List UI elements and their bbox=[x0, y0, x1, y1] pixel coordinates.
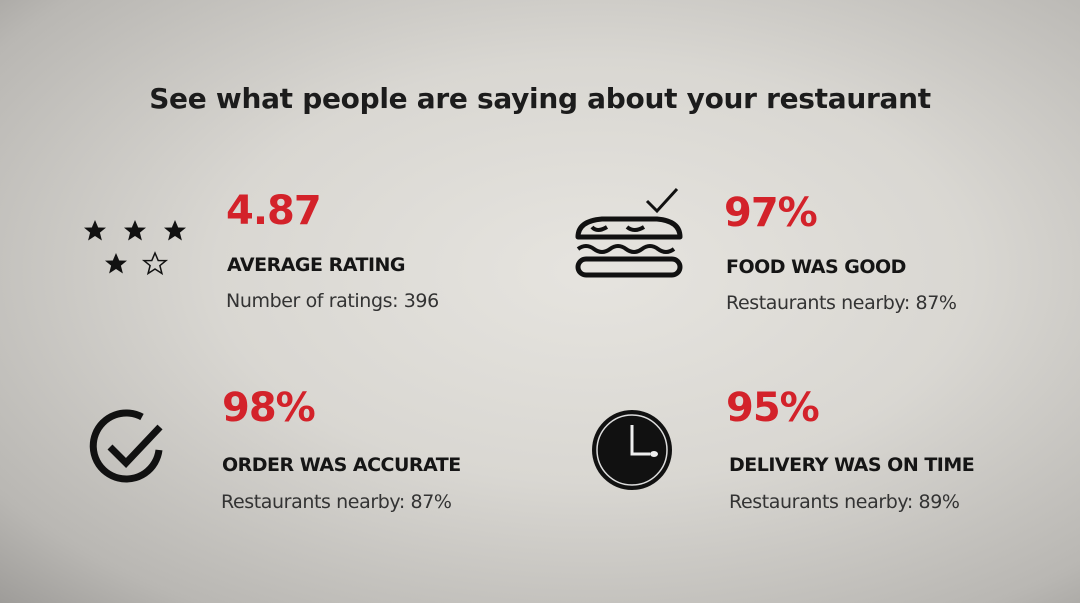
page-title: See what people are saying about your re… bbox=[149, 82, 931, 115]
metric-value: 97% bbox=[724, 190, 818, 236]
metric-label: AVERAGE RATING bbox=[227, 254, 406, 276]
metric-value: 98% bbox=[222, 385, 316, 431]
metric-label: FOOD WAS GOOD bbox=[726, 256, 906, 278]
stars-icon bbox=[84, 220, 186, 275]
circle-check-icon bbox=[89, 409, 163, 483]
metric-label: DELIVERY WAS ON TIME bbox=[729, 454, 975, 476]
metric-value: 4.87 bbox=[226, 188, 322, 234]
metric-sub: Restaurants nearby: 87% bbox=[726, 292, 957, 314]
sandwich-check-icon bbox=[575, 187, 683, 278]
metric-label: ORDER WAS ACCURATE bbox=[222, 454, 461, 476]
metric-value: 95% bbox=[726, 385, 820, 431]
metric-sub: Restaurants nearby: 89% bbox=[729, 491, 960, 513]
clock-icon bbox=[592, 410, 672, 490]
metric-sub: Restaurants nearby: 87% bbox=[221, 491, 452, 513]
metric-sub: Number of ratings: 396 bbox=[226, 290, 439, 312]
